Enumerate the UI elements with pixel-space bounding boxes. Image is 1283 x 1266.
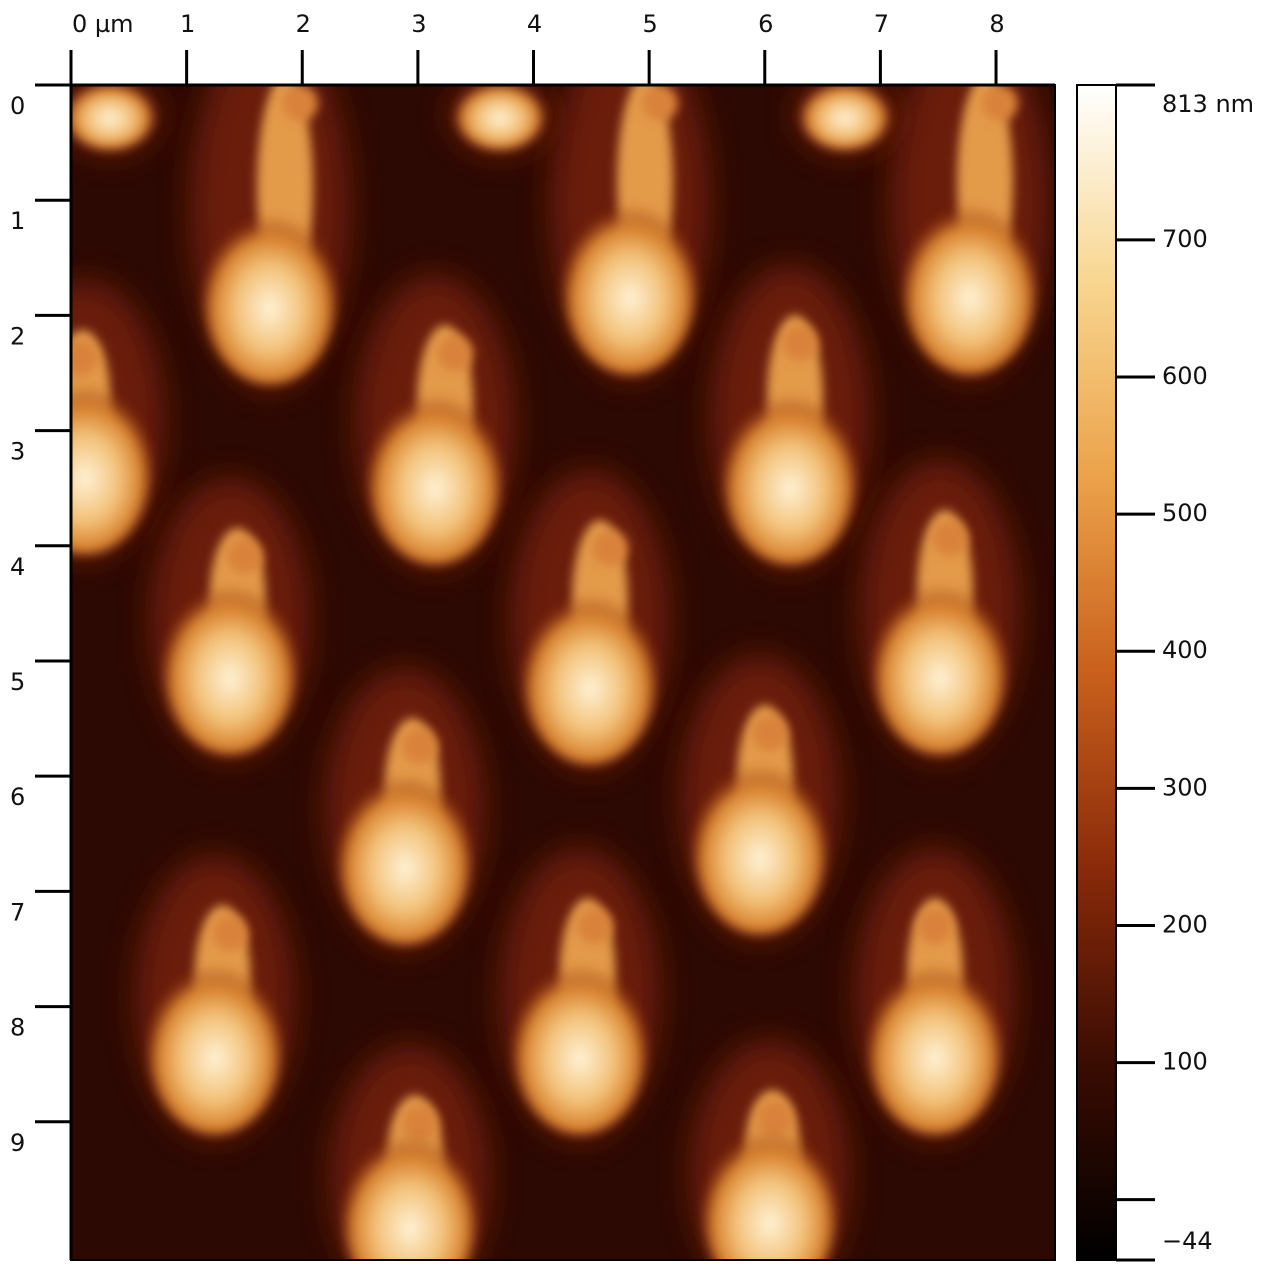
feature-head (592, 530, 628, 566)
surface-feature (710, 265, 870, 570)
feature-head (437, 335, 473, 371)
y-tick-label: 3 (10, 438, 25, 466)
feature-head (932, 520, 968, 556)
y-tick-label: 6 (10, 783, 25, 811)
x-tick-label: 4 (527, 10, 542, 38)
feature-body (367, 395, 503, 565)
feature-head (982, 85, 1018, 121)
surface-feature (135, 855, 295, 1140)
colorbar-label: 500 (1162, 499, 1208, 527)
feature-head (782, 325, 818, 361)
surface-feature (190, 85, 350, 390)
feature-body (562, 205, 698, 375)
feature-body (455, 85, 545, 150)
feature-head (227, 538, 263, 574)
feature-body (202, 215, 338, 385)
feature-head (212, 915, 248, 951)
colorbar-label: 200 (1162, 910, 1208, 938)
afm-image (71, 85, 1055, 1260)
feature-body (867, 965, 1003, 1135)
x-tick-label: 3 (411, 10, 426, 38)
surface-feature (450, 85, 550, 155)
feature-body (337, 775, 473, 945)
x-tick-label: 6 (758, 10, 773, 38)
colorbar (1076, 84, 1117, 1261)
surface-feature (690, 1040, 850, 1260)
feature-head (757, 1100, 793, 1136)
surface-feature (330, 1045, 490, 1260)
surface-feature (680, 655, 840, 940)
surface-feature (550, 85, 710, 380)
surface-feature (795, 85, 895, 155)
feature-body (702, 1130, 838, 1260)
colorbar-label: 813 nm (1162, 90, 1254, 118)
feature-head (642, 85, 678, 121)
colorbar-label: 700 (1162, 225, 1208, 253)
surface-feature (71, 85, 160, 155)
feature-body (71, 85, 155, 150)
x-tick-label: 1 (180, 10, 195, 38)
feature-body (512, 965, 648, 1135)
surface-feature (355, 275, 515, 570)
y-tick-label: 8 (10, 1014, 25, 1042)
y-tick-label: 2 (10, 322, 25, 350)
surface-feature (890, 85, 1050, 380)
y-tick-label: 5 (10, 668, 25, 696)
feature-body (692, 765, 828, 935)
feature-body (800, 85, 890, 150)
colorbar-label: 100 (1162, 1048, 1208, 1076)
feature-body (872, 585, 1008, 755)
x-tick-label: 0 µm (72, 10, 134, 38)
feature-body (147, 965, 283, 1135)
colorbar-label: 300 (1162, 773, 1208, 801)
feature-body (71, 385, 153, 555)
colorbar-label: 400 (1162, 636, 1208, 664)
feature-head (282, 85, 318, 121)
feature-body (902, 205, 1038, 375)
feature-head (71, 340, 98, 376)
y-tick-label: 7 (10, 898, 25, 926)
surface-feature (325, 668, 485, 950)
feature-body (722, 395, 858, 565)
x-tick-label: 2 (296, 10, 311, 38)
colorbar-label: 600 (1162, 362, 1208, 390)
y-tick-label: 1 (10, 207, 25, 235)
feature-body (162, 585, 298, 755)
surface-feature (510, 470, 670, 770)
surface-feature (150, 478, 310, 760)
x-tick-label: 8 (989, 10, 1004, 38)
x-tick-label: 7 (874, 10, 889, 38)
x-tick-label: 5 (643, 10, 658, 38)
feature-body (522, 595, 658, 765)
feature-head (917, 908, 953, 944)
surface-feature (855, 848, 1015, 1140)
y-tick-label: 0 (10, 92, 25, 120)
surface-feature (71, 280, 165, 560)
feature-head (402, 1105, 438, 1141)
surface-feature (860, 460, 1020, 760)
y-tick-label: 4 (10, 553, 25, 581)
feature-head (577, 908, 613, 944)
feature-head (402, 728, 438, 764)
surface-feature (500, 848, 660, 1140)
colorbar-label: −44 (1162, 1227, 1213, 1255)
feature-head (752, 715, 788, 751)
feature-body (342, 1135, 478, 1260)
y-tick-label: 9 (10, 1129, 25, 1157)
